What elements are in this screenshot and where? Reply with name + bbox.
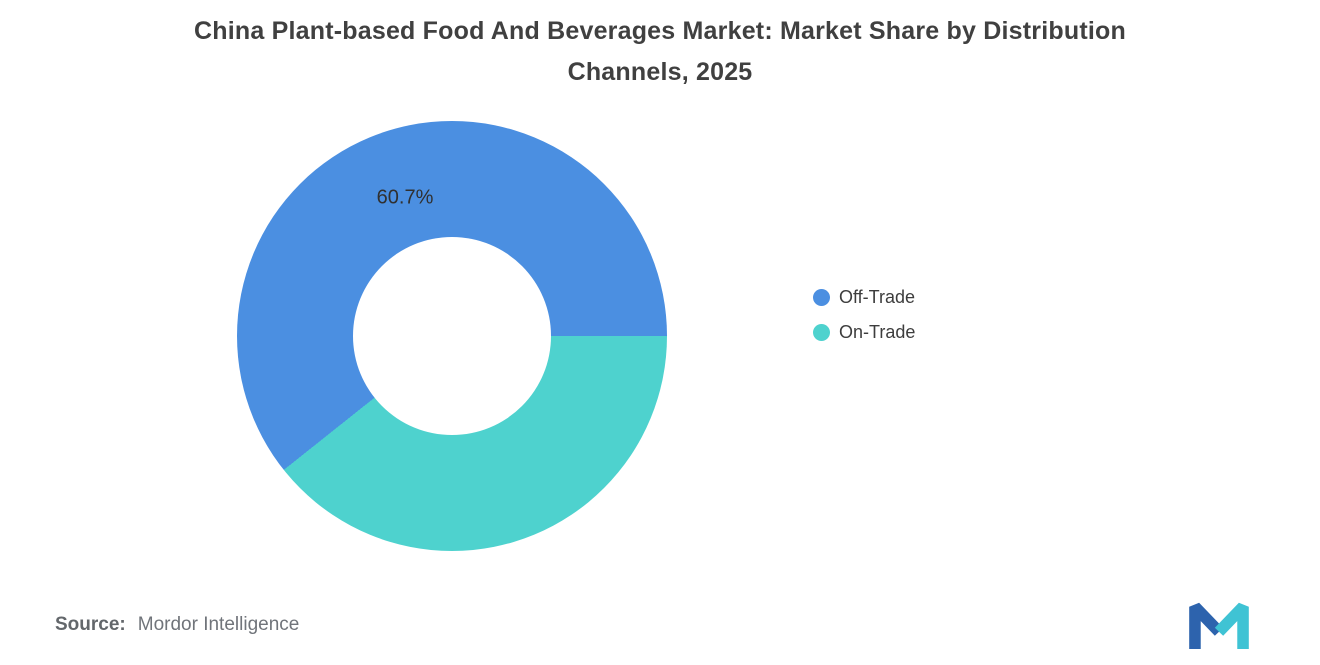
legend-label-on-trade: On-Trade: [839, 322, 916, 342]
logo-right-stroke: [1214, 602, 1249, 649]
on-trade-swatch-icon: [813, 324, 830, 341]
donut-hole: [353, 237, 551, 435]
legend: Off-Trade On-Trade: [813, 287, 915, 343]
donut-chart-area: 60.7%: [237, 121, 667, 551]
legend-item-off-trade[interactable]: Off-Trade: [813, 287, 915, 308]
chart-title-line-2: Channels, 2025: [567, 58, 753, 86]
chart-title-line-1: China Plant-based Food And Beverages Mar…: [194, 17, 1126, 45]
legend-label-off-trade: Off-Trade: [839, 287, 916, 307]
mordor-intelligence-logo: [1189, 602, 1249, 649]
chart-title: China Plant-based Food And Beverages Mar…: [0, 11, 1320, 93]
off-trade-swatch-icon: [813, 289, 830, 306]
source-line: Source: Mordor Intelligence: [55, 614, 299, 636]
logo-left-stroke: [1189, 602, 1224, 649]
legend-item-on-trade[interactable]: On-Trade: [813, 322, 915, 343]
source-label: Source:: [55, 614, 126, 635]
source-value: Mordor Intelligence: [137, 614, 300, 635]
slice-data-label-off-trade: 60.7%: [376, 186, 434, 209]
